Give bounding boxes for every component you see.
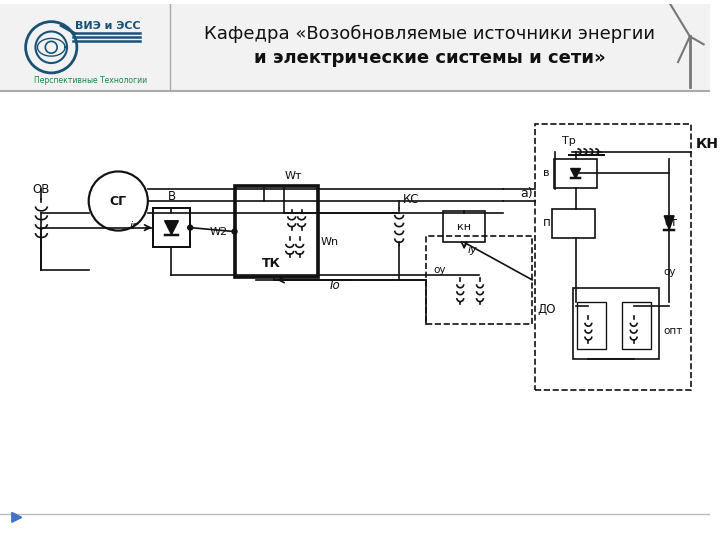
Polygon shape [165,221,179,234]
Text: ВИЭ и ЭСС: ВИЭ и ЭСС [75,21,140,31]
Bar [444,211,485,242]
Bar [426,235,532,324]
Text: ДО: ДО [537,303,556,316]
Text: ст: ст [665,216,678,229]
Text: В: В [168,190,176,203]
Text: п: п [543,216,551,229]
Text: оу: оу [433,265,446,275]
Polygon shape [571,168,580,178]
Bar [552,209,595,239]
Text: а): а) [521,187,533,200]
Text: КН: КН [696,137,719,151]
Text: СГ: СГ [109,194,127,207]
Text: в: в [543,168,549,178]
Bar [0,91,710,536]
Text: ir: ir [129,221,137,231]
Bar [235,186,318,277]
Text: Тр: Тр [562,136,575,146]
Bar [0,4,710,91]
Text: iy: iy [467,245,477,255]
Text: Перспективные Технологии: Перспективные Технологии [34,76,147,85]
Text: Кафедра «Возобновляемые источники энергии: Кафедра «Возобновляемые источники энерги… [204,24,655,43]
Polygon shape [665,216,674,229]
Circle shape [232,229,237,234]
Bar [572,288,660,359]
Text: и электрические системы и сети»: и электрические системы и сети» [254,49,606,67]
Bar [153,208,190,247]
Text: Wт: Wт [285,171,302,181]
Text: кн: кн [457,221,471,232]
Text: оу: оу [663,267,675,277]
Text: ТК: ТК [261,256,280,269]
Polygon shape [12,512,22,522]
Bar [554,159,597,188]
Text: КС: КС [402,193,419,206]
Circle shape [188,225,193,230]
Bar [622,301,652,349]
Text: Io: Io [330,279,341,292]
Text: ОВ: ОВ [32,183,50,196]
Bar [535,124,691,390]
Text: Wn: Wn [321,238,339,247]
Text: опт: опт [663,326,683,336]
Bar [577,301,606,349]
Text: W2: W2 [210,227,228,237]
